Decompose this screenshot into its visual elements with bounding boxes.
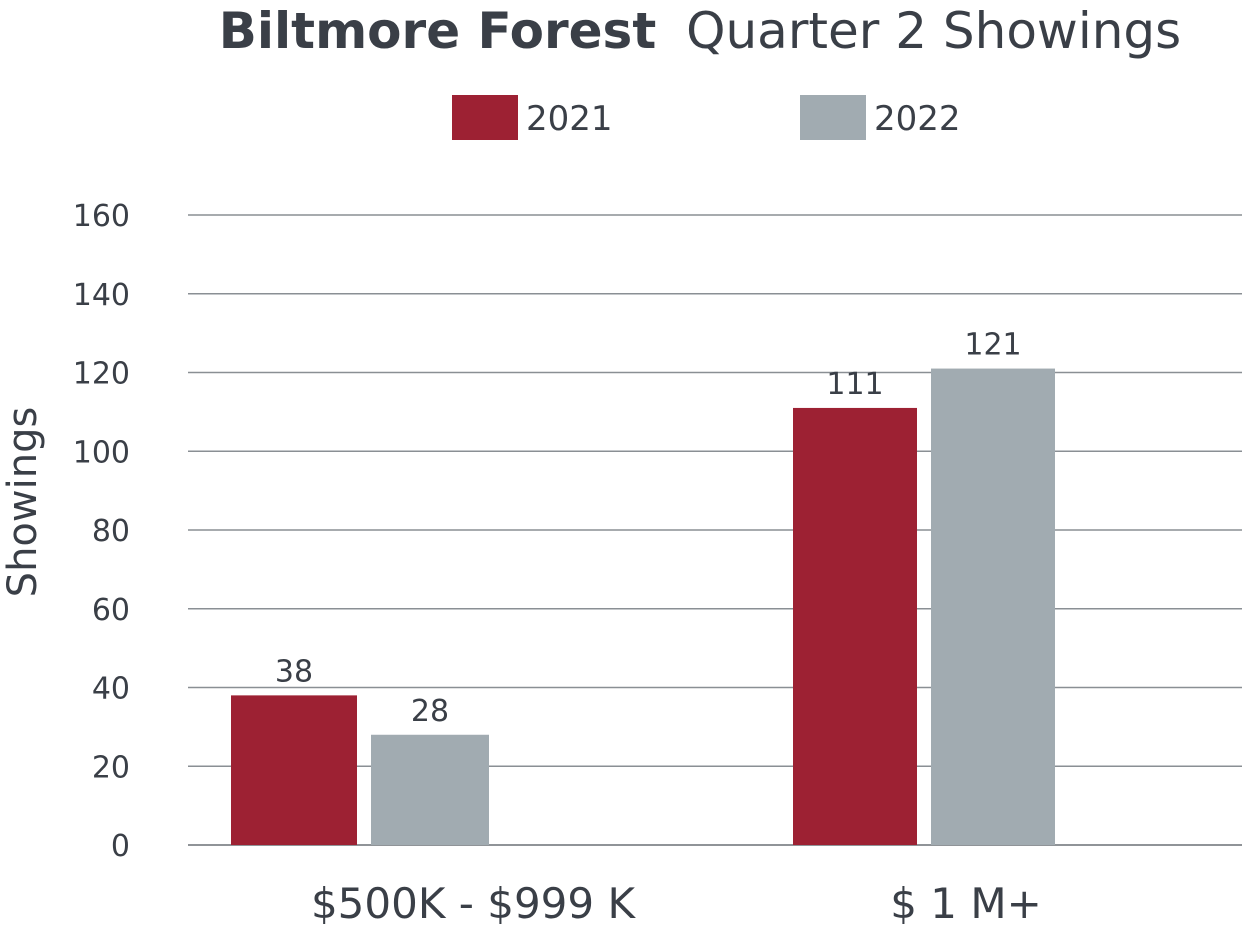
y-tick-label: 40 — [92, 672, 130, 707]
y-axis-ticks: 0 20 40 60 80 100 120 140 160 — [73, 199, 130, 864]
y-tick-label: 0 — [111, 829, 130, 864]
bar — [371, 734, 489, 845]
y-tick-label: 160 — [73, 199, 130, 234]
legend: 2021 2022 — [452, 95, 961, 140]
legend-label: 2021 — [526, 99, 613, 139]
legend-swatch — [800, 95, 866, 140]
y-axis-label: Showings — [0, 407, 46, 598]
y-tick-label: 100 — [73, 435, 130, 470]
data-label: 28 — [411, 694, 449, 729]
legend-label: 2022 — [874, 99, 961, 139]
data-label: 121 — [964, 328, 1021, 363]
chart-title-bold: Biltmore Forest — [219, 2, 656, 60]
bars: 38 28 111 121 — [231, 328, 1055, 845]
y-tick-label: 80 — [92, 514, 130, 549]
y-tick-label: 60 — [92, 593, 130, 628]
bar — [931, 368, 1055, 845]
gridlines — [188, 214, 1242, 846]
legend-swatch — [452, 95, 518, 140]
chart-title: Biltmore Forest Quarter 2 Showings — [219, 2, 1181, 60]
x-category-label: $ 1 M+ — [890, 879, 1042, 928]
data-label: 111 — [826, 367, 883, 402]
x-axis-categories: $500K - $999 K $ 1 M+ — [311, 879, 1042, 928]
bar — [231, 695, 357, 845]
chart-title-rest: Quarter 2 Showings — [686, 2, 1181, 60]
y-tick-label: 140 — [73, 278, 130, 313]
x-category-label: $500K - $999 K — [311, 879, 637, 928]
y-tick-label: 20 — [92, 750, 130, 785]
bar — [793, 407, 917, 845]
data-label: 38 — [275, 654, 313, 689]
y-tick-label: 120 — [73, 357, 130, 392]
